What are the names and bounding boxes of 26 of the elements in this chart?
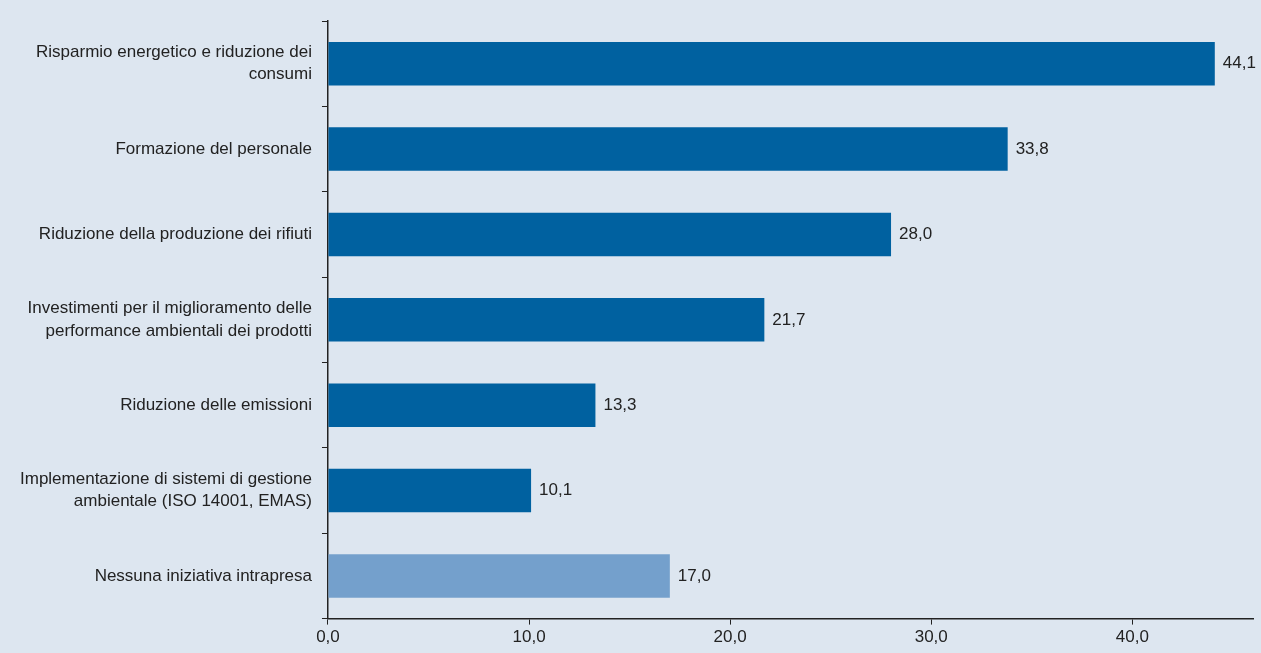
bar (328, 383, 596, 427)
bar (328, 554, 670, 598)
data-label: 21,7 (772, 309, 806, 329)
data-label: 44,1 (1222, 53, 1256, 73)
bar (328, 41, 1215, 86)
y-tick-label: Investimenti per il miglioramento delle performance ambientali dei prodotti (27, 298, 312, 340)
x-tick-label: 30,0 (914, 627, 948, 647)
x-tick-label: 0,0 (316, 627, 340, 647)
data-label: 10,1 (539, 480, 573, 500)
y-tick-label: Formazione del personale (115, 138, 312, 158)
bar (328, 468, 532, 513)
bar (328, 127, 1008, 171)
y-tick-label: Riduzione della produzione dei rifiuti (38, 224, 312, 244)
bar (328, 298, 765, 342)
x-tick-label: 40,0 (1115, 627, 1149, 647)
y-tick-label: Implementazione di sistemi di gestione ambientale (ISO 14001, EMAS) (20, 469, 312, 511)
x-tick-label: 20,0 (713, 627, 747, 647)
data-label: 33,8 (1015, 138, 1049, 158)
y-tick-label: Risparmio energetico e riduzione dei consumi (36, 42, 312, 84)
data-label: 13,3 (603, 394, 637, 414)
y-tick-label: Riduzione delle emissioni (120, 394, 312, 414)
y-tick-label: Nessuna iniziativa intrapresa (94, 565, 313, 585)
bar (328, 212, 892, 257)
x-tick-label: 10,0 (512, 627, 546, 647)
data-label: 17,0 (677, 565, 711, 585)
data-label: 28,0 (899, 224, 933, 244)
